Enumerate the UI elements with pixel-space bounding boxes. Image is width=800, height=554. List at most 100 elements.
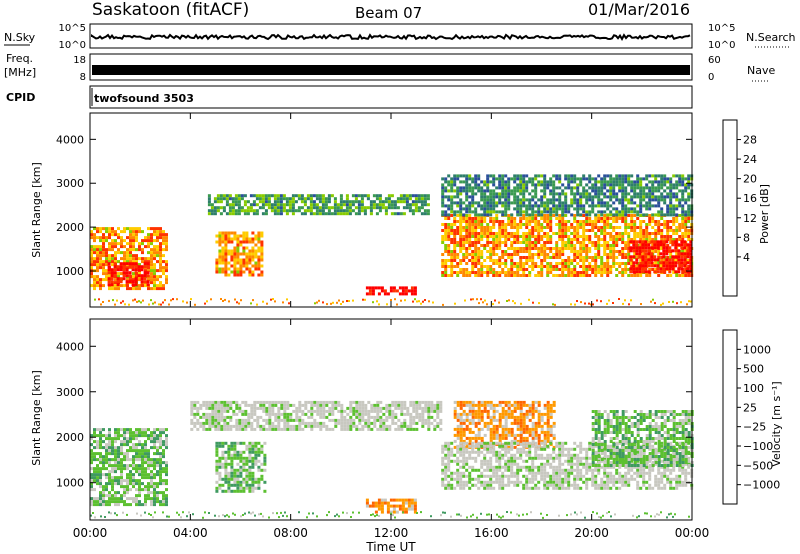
heatmap-cell xyxy=(543,253,547,256)
heatmap-cell xyxy=(251,246,255,250)
heatmap-cell xyxy=(257,261,261,265)
heatmap-cell xyxy=(365,292,369,296)
heatmap-cell xyxy=(513,189,517,193)
heatmap-cell xyxy=(340,415,344,419)
heatmap-cell xyxy=(321,200,325,204)
heatmap-cell xyxy=(196,400,200,404)
heatmap-cell xyxy=(567,274,571,277)
heatmap-cell xyxy=(477,247,481,250)
heatmap-cell xyxy=(253,406,257,410)
heatmap-cell xyxy=(606,268,610,271)
heatmap-cell xyxy=(196,409,200,413)
heatmap-cell xyxy=(123,500,126,504)
heatmap-cell xyxy=(117,272,120,276)
heatmap-cell xyxy=(241,409,245,413)
heatmap-cell xyxy=(313,403,317,407)
heatmap-cell xyxy=(534,195,538,199)
heatmap-cell xyxy=(495,195,499,199)
heatmap-cell xyxy=(236,462,240,466)
heatmap-cell xyxy=(639,207,643,211)
heatmap-cell xyxy=(447,226,451,229)
heatmap-cell xyxy=(218,267,222,271)
heatmap-cell xyxy=(630,217,634,220)
heatmap-cell xyxy=(199,406,203,410)
heatmap-cell xyxy=(242,489,246,493)
freq-band xyxy=(92,65,690,75)
heatmap-cell xyxy=(96,281,99,285)
heatmap-cell xyxy=(474,226,478,229)
heatmap-cell xyxy=(123,284,126,288)
heatmap-cell xyxy=(669,235,673,238)
heatmap-cell xyxy=(465,253,469,256)
heatmap-cell xyxy=(96,443,99,447)
heatmap-cell xyxy=(236,243,240,247)
heatmap-cell xyxy=(144,449,147,453)
heatmap-cell xyxy=(221,240,225,244)
heatmap-cell xyxy=(125,262,129,266)
heatmap-cell xyxy=(90,275,93,279)
heatmap-cell xyxy=(199,421,203,425)
heatmap-cell xyxy=(516,232,520,235)
heatmap-cell xyxy=(256,400,260,404)
heatmap-cell xyxy=(248,267,252,271)
heatmap-cell xyxy=(528,247,532,250)
heatmap-cell xyxy=(522,210,526,214)
heatmap-cell xyxy=(135,479,138,483)
heatmap-cell xyxy=(462,268,466,271)
heatmap-cell xyxy=(675,198,679,202)
heatmap-cell xyxy=(483,265,487,268)
heatmap-cell xyxy=(96,440,99,444)
heatmap-cell xyxy=(668,301,670,303)
heatmap-cell xyxy=(648,220,652,223)
heatmap-cell xyxy=(660,238,664,241)
heatmap-cell xyxy=(265,427,269,431)
heatmap-cell xyxy=(417,206,421,210)
heatmap-cell xyxy=(654,213,658,217)
heatmap-cell xyxy=(579,192,583,196)
heatmap-cell xyxy=(289,403,293,407)
heatmap-cell xyxy=(260,477,264,481)
heatmap-cell xyxy=(444,213,448,217)
heatmap-cell xyxy=(90,473,93,477)
heatmap-cell xyxy=(606,213,610,217)
heatmap-cell xyxy=(114,431,117,435)
heatmap-cell xyxy=(318,200,322,204)
heatmap-cell xyxy=(251,486,255,490)
heatmap-cell xyxy=(373,424,377,428)
heatmap-cell xyxy=(525,217,529,220)
heatmap-cell xyxy=(558,220,562,223)
heatmap-cell xyxy=(132,476,135,480)
heatmap-cell xyxy=(244,403,248,407)
heatmap-cell xyxy=(591,244,595,247)
heatmap-cell xyxy=(111,233,114,237)
heatmap-cell xyxy=(117,437,120,441)
heatmap-cell xyxy=(567,247,571,250)
heatmap-cell xyxy=(375,194,379,198)
heatmap-cell xyxy=(286,418,290,422)
heatmap-cell xyxy=(629,240,633,244)
heatmap-cell xyxy=(579,253,583,256)
heatmap-cell xyxy=(618,262,622,265)
heatmap-cell xyxy=(268,427,272,431)
heatmap-cell xyxy=(641,246,645,250)
heatmap-cell xyxy=(259,415,263,419)
heatmap-cell xyxy=(474,207,478,211)
heatmap-cell xyxy=(672,232,676,235)
heatmap-cell xyxy=(153,227,156,231)
heatmap-cell xyxy=(358,418,362,422)
heatmap-cell xyxy=(621,247,625,250)
heatmap-cell xyxy=(273,200,277,204)
heatmap-cell xyxy=(555,217,559,220)
heatmap-cell xyxy=(102,236,105,240)
heatmap-cell xyxy=(480,223,484,226)
heatmap-cell xyxy=(672,183,676,187)
heatmap-cell xyxy=(264,209,268,213)
heatmap-cell xyxy=(345,206,349,210)
heatmap-cell xyxy=(120,284,123,288)
heatmap-cell xyxy=(540,247,544,250)
heatmap-cell xyxy=(319,415,323,419)
heatmap-cell xyxy=(114,497,117,501)
heatmap-cell xyxy=(645,229,649,232)
heatmap-cell xyxy=(228,197,232,201)
heatmap-cell xyxy=(336,301,338,304)
